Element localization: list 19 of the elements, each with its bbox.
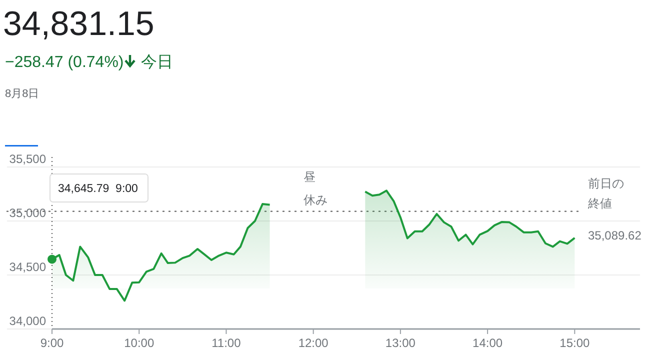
x-tick-label: 13:00	[385, 336, 416, 350]
x-tick-label: 10:00	[124, 336, 154, 350]
annotation: 35,089.62	[588, 228, 642, 242]
x-tick-label: 12:00	[298, 336, 329, 350]
x-tick-label: 9:00	[40, 336, 64, 350]
text: 8月8日	[5, 88, 40, 100]
y-tick-label: 35,500	[9, 152, 46, 166]
annotation: 昼休み	[303, 170, 328, 207]
x-tick-label: 11:00	[212, 336, 242, 350]
chart-subtitle: −258.47 (0.74%)	[5, 54, 124, 71]
chart-title: 34,831.15	[3, 5, 154, 43]
text: 今日	[141, 54, 173, 71]
y-tick-label: 34,500	[9, 260, 46, 274]
y-tick-label: 35,000	[9, 206, 46, 220]
ref-line-label: 前日の終値	[587, 176, 624, 210]
x-tick-label: 14:00	[472, 336, 503, 350]
x-tick-label: 15:00	[560, 336, 590, 350]
y-tick-label: 34,000	[9, 314, 46, 328]
tooltip-text: 34,645.79 9:00	[58, 183, 138, 195]
